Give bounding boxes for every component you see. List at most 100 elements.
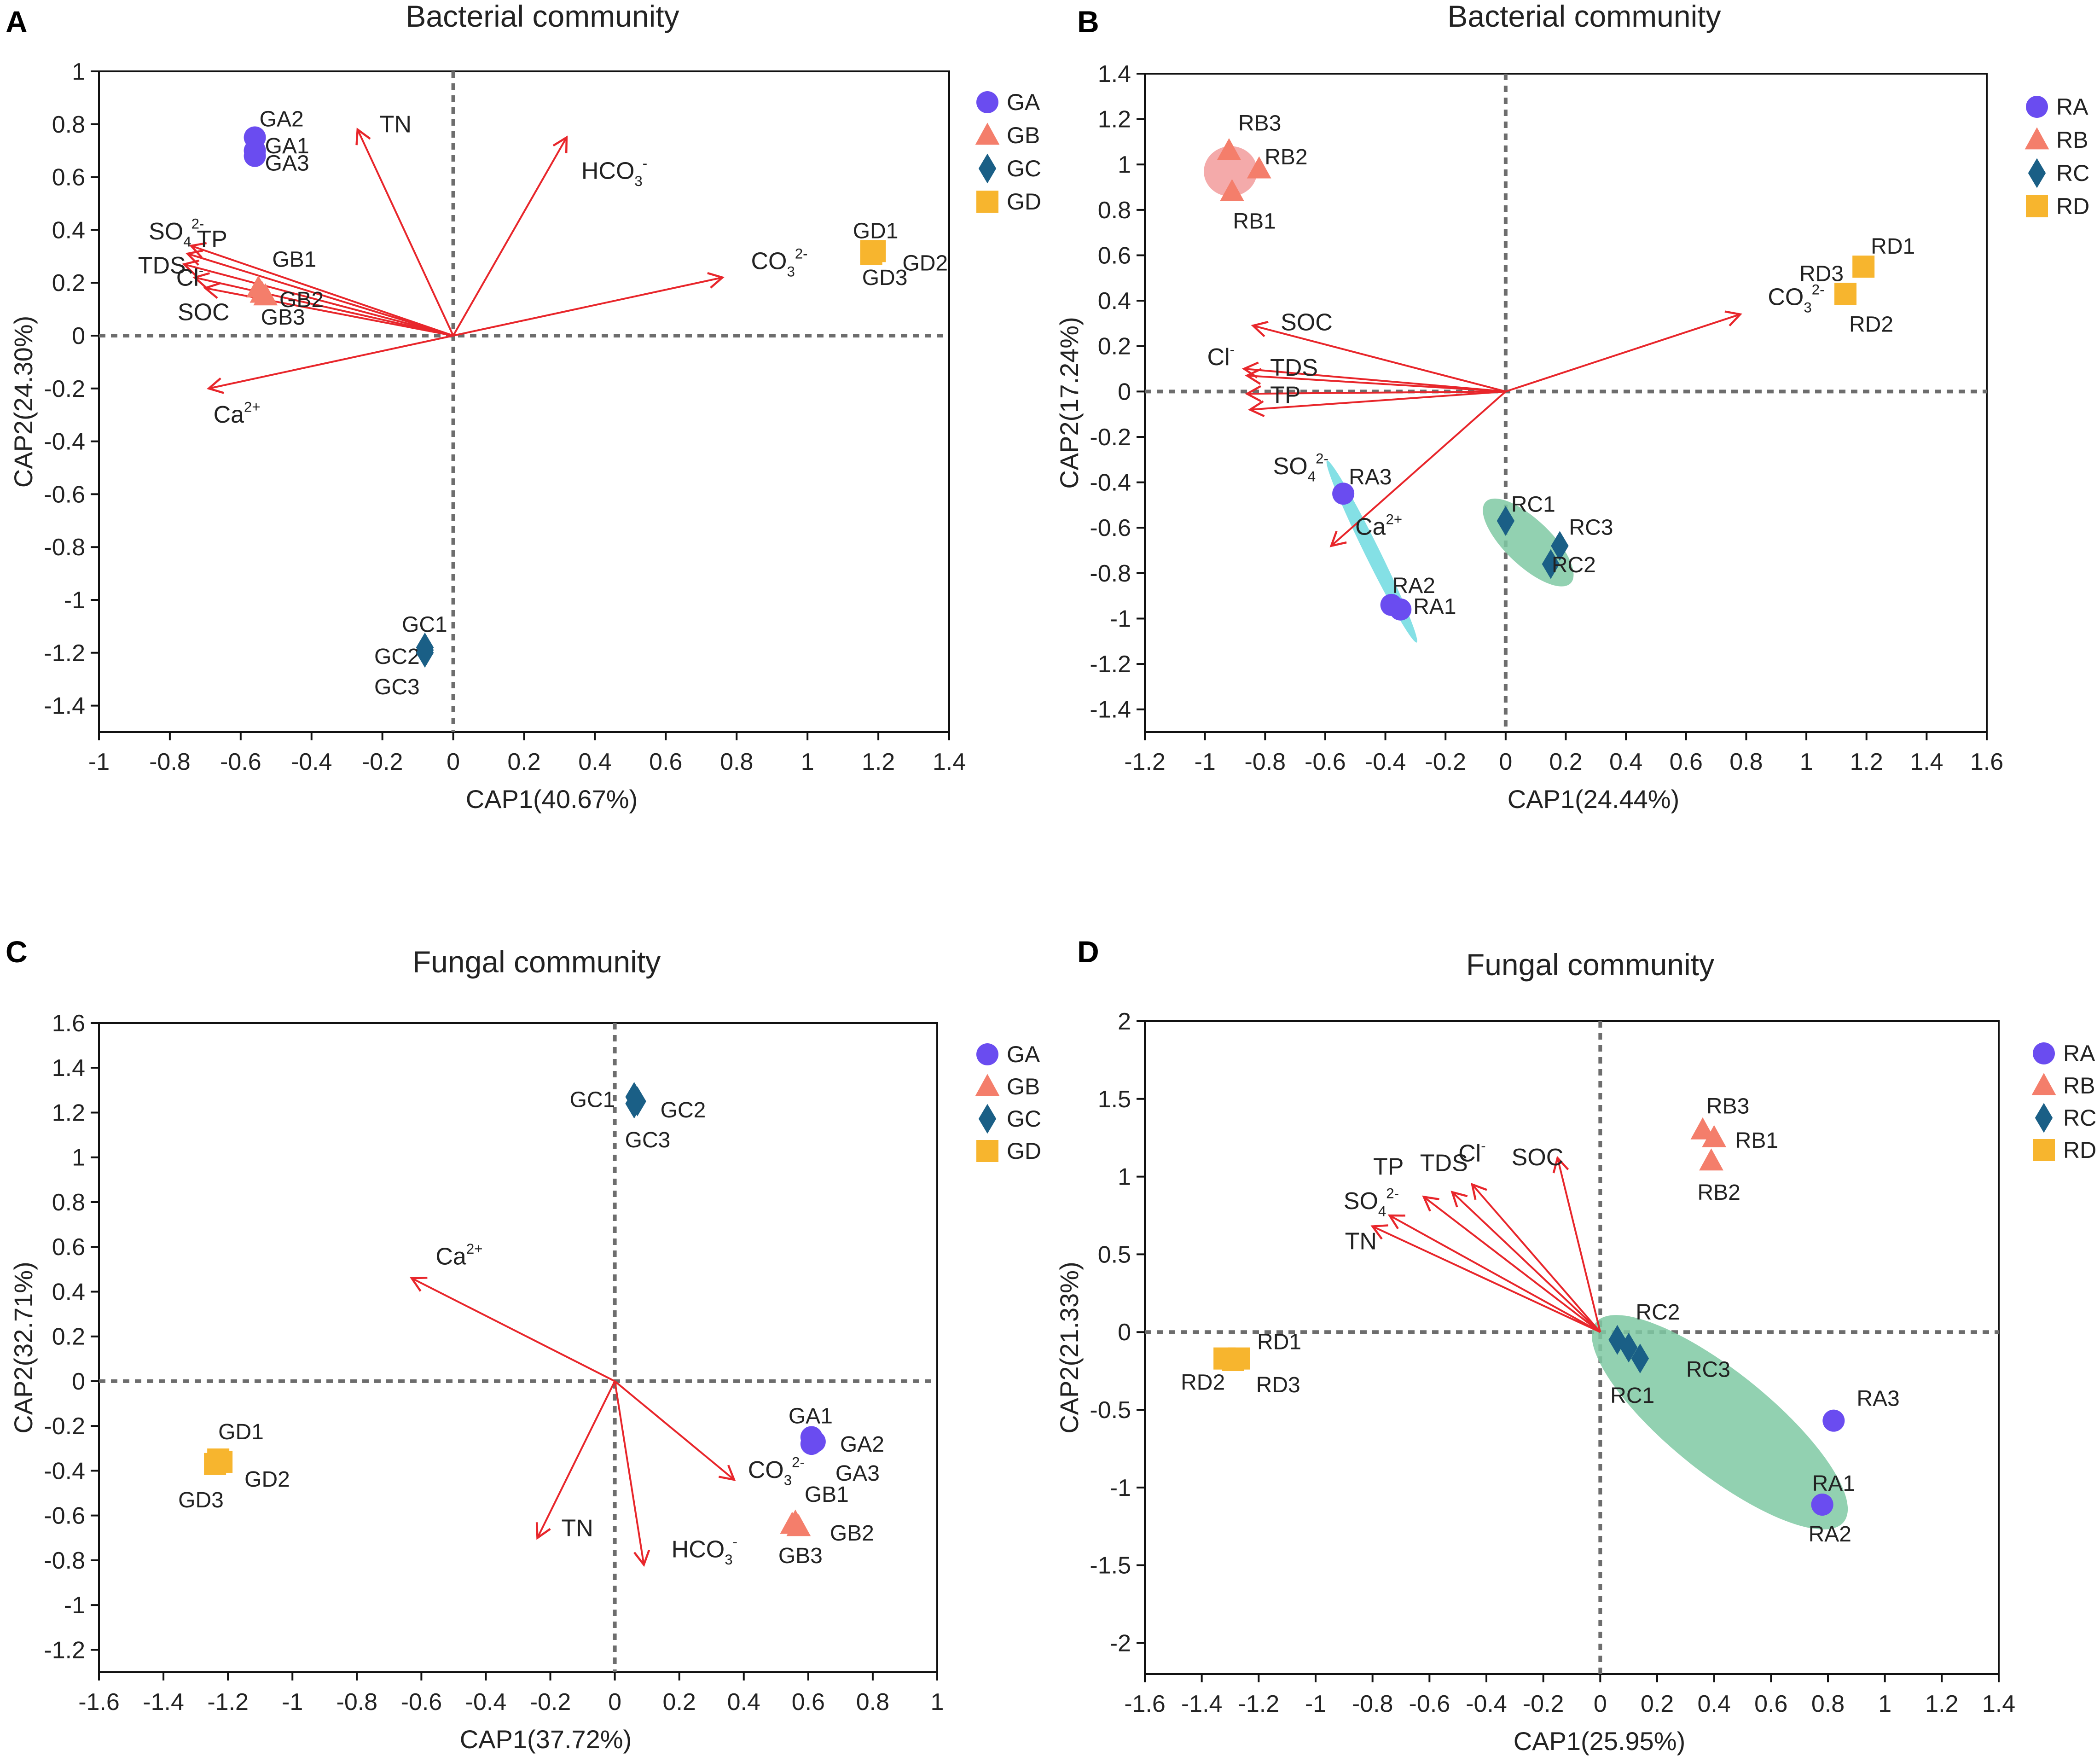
point-label: GA2 — [260, 107, 304, 132]
point-label: RD3 — [1256, 1373, 1300, 1397]
confidence-ellipse-rb — [1204, 146, 1258, 197]
x-tick-label: 0 — [1594, 1691, 1607, 1717]
x-tick-label: 1 — [801, 749, 814, 775]
point-label: RD2 — [1181, 1371, 1225, 1395]
y-axis-label: CAP2(17.24%) — [1055, 317, 1084, 489]
y-tick-label: 0.4 — [52, 217, 85, 244]
x-tick-label: 0.4 — [1609, 749, 1642, 775]
data-point — [244, 145, 266, 167]
x-tick-label: -0.6 — [401, 1689, 442, 1715]
y-tick-label: -1 — [64, 587, 85, 614]
y-tick-label: 1 — [72, 1145, 85, 1171]
panel-d: D Fungal community-1.6 -1.4 -1.2 -1 -0.8 -0.6-… — [1055, 935, 2096, 1756]
chart-title: Fungal community — [1466, 948, 1714, 982]
x-tick-label: -0.6 — [1305, 749, 1346, 775]
legend-marker — [2033, 1139, 2055, 1161]
data-point — [253, 283, 278, 306]
y-tick-label: 0.2 — [1098, 333, 1131, 360]
x-tick-label: 0.6 — [1754, 1691, 1787, 1717]
legend-marker — [976, 1043, 998, 1065]
point-label: RC2 — [1552, 553, 1596, 577]
y-axis-label: CAP2(32.71%) — [9, 1262, 38, 1434]
x-tick-label: 0.4 — [578, 749, 611, 775]
y-tick-label: 1.6 — [52, 1010, 85, 1037]
data-point — [1222, 1349, 1244, 1372]
chart-title: Bacterial community — [406, 0, 679, 33]
x-tick-label: -0.4 — [291, 749, 332, 775]
data-point — [800, 1433, 823, 1455]
env-arrow — [614, 1381, 650, 1567]
x-axis-label: CAP1(24.44%) — [1508, 785, 1680, 814]
y-tick-label: 2 — [1118, 1008, 1131, 1035]
x-tick-label: 0.6 — [649, 749, 682, 775]
env-arrow — [1471, 1182, 1601, 1333]
x-tick-label: -0.6 — [1409, 1691, 1450, 1717]
env-arrow-label: Ca2+ — [1355, 511, 1402, 540]
legend-label: RC — [2056, 160, 2089, 186]
point-label: GD1 — [853, 219, 899, 243]
y-tick-label: -0.6 — [44, 481, 85, 508]
panel-letter: B — [1077, 5, 1099, 39]
data-point — [1834, 283, 1856, 305]
point-label: GA3 — [835, 1461, 880, 1486]
panel-letter: C — [6, 935, 28, 969]
data-point — [1542, 549, 1560, 579]
env-arrow — [1241, 361, 1506, 393]
y-tick-label: 1 — [1118, 1164, 1131, 1191]
env-arrow-label: TN — [1345, 1228, 1377, 1255]
point-label: GA1 — [265, 134, 309, 158]
y-tick-label: -1.4 — [1090, 697, 1131, 723]
env-arrow — [1251, 320, 1506, 393]
data-point — [860, 243, 882, 265]
env-arrow-label: HCO3- — [672, 1534, 737, 1568]
legend-label: RB — [2063, 1073, 2095, 1099]
env-arrow-label: TDS — [138, 252, 186, 279]
legend-marker — [975, 1074, 1000, 1096]
point-label: RB2 — [1697, 1180, 1740, 1205]
data-point — [780, 1512, 805, 1534]
env-arrow — [203, 282, 453, 337]
y-tick-label: -0.2 — [1090, 424, 1131, 451]
x-tick-label: 1.4 — [933, 749, 966, 775]
x-tick-label: 1.4 — [1910, 749, 1943, 775]
data-point — [1217, 138, 1241, 161]
data-point — [625, 1088, 643, 1119]
legend-label: GD — [1007, 189, 1041, 215]
x-tick-label: -0.2 — [1523, 1691, 1564, 1717]
y-tick-label: 0 — [1118, 1319, 1131, 1346]
x-tick-label: 0.8 — [1729, 749, 1763, 775]
x-tick-label: 0.6 — [1670, 749, 1703, 775]
data-point — [204, 1453, 226, 1475]
point-label: RA2 — [1392, 574, 1435, 598]
legend-marker — [2035, 1103, 2053, 1133]
env-arrow — [1387, 1214, 1601, 1333]
y-tick-label: 0 — [1118, 378, 1131, 405]
x-tick-label: 0 — [447, 749, 460, 775]
y-tick-label: 0.4 — [1098, 288, 1131, 314]
confidence-ellipse-ra+rc — [1591, 1315, 1848, 1529]
data-point — [1332, 483, 1355, 505]
x-tick-label: 1.2 — [1925, 1691, 1958, 1717]
x-tick-label: -1.2 — [207, 1689, 249, 1715]
point-label: RC1 — [1511, 492, 1555, 517]
point-label: GA3 — [265, 151, 309, 176]
panel-c: C Fungal community-1.6 -1.4 -1.2 -1 -0.8 -0.6-… — [6, 935, 1041, 1754]
env-arrow — [1245, 385, 1506, 402]
env-arrow — [1329, 390, 1507, 547]
point-label: RD1 — [1871, 234, 1915, 259]
panel-letter: A — [6, 5, 28, 39]
x-tick-label: 1 — [1800, 749, 1813, 775]
chart-title: Bacterial community — [1447, 0, 1721, 33]
env-arrow-label: SOC — [178, 299, 230, 326]
x-tick-label: 0 — [1499, 749, 1512, 775]
env-arrow — [1370, 1224, 1601, 1333]
point-label: RB1 — [1735, 1128, 1778, 1153]
x-axis-label: CAP1(40.67%) — [466, 785, 638, 814]
x-tick-label: -1.6 — [1124, 1691, 1166, 1717]
y-tick-label: 1.2 — [1098, 106, 1131, 133]
data-point — [1619, 1332, 1638, 1363]
env-arrow-label: TDS — [1420, 1150, 1468, 1176]
env-arrow-label: Cl- — [1207, 342, 1235, 371]
point-label: RC3 — [1569, 516, 1613, 540]
env-arrow — [1450, 1191, 1601, 1333]
